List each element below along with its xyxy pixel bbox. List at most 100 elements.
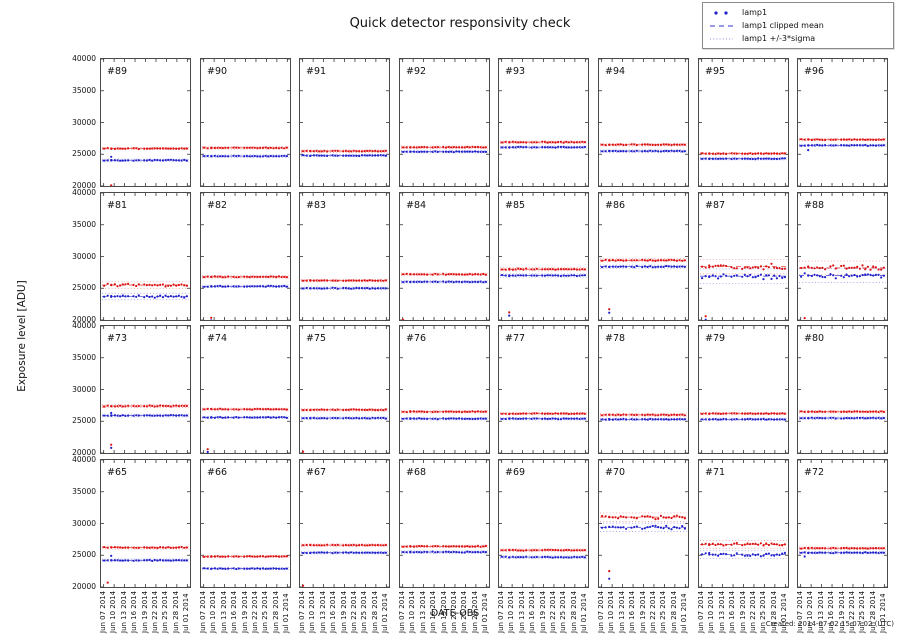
y-tick-label: 30000 xyxy=(72,518,96,528)
scatter-points-red xyxy=(501,267,586,271)
subplot-94: #94 xyxy=(598,58,689,187)
x-tick-label: Jun 16 2014 xyxy=(329,590,338,633)
subplot-90: #90 xyxy=(200,58,291,187)
scatter-points-red xyxy=(601,413,686,417)
x-tick-label: Jun 07 2014 xyxy=(696,590,705,633)
panel-id-label: #72 xyxy=(804,467,824,478)
tick-marks xyxy=(400,460,489,587)
scatter-points-red xyxy=(701,541,786,547)
blue-stat-lines xyxy=(700,268,787,284)
x-tick-label: Jun 19 2014 xyxy=(538,590,547,633)
dashed-line-symbol-icon xyxy=(710,24,733,27)
x-tick-label: Jun 16 2014 xyxy=(728,590,737,633)
scatter-points-red xyxy=(701,152,786,156)
subplot-81: #81 xyxy=(100,192,191,321)
x-tick-label: Jun 19 2014 xyxy=(439,590,448,633)
scatter-points-red xyxy=(601,514,686,521)
scatter-points-red xyxy=(800,546,885,550)
legend-entry-dotted: lamp1 +/-3*sigma xyxy=(707,32,887,45)
tick-marks xyxy=(201,326,290,453)
outlier-points xyxy=(608,570,611,580)
legend-entry-points: lamp1 xyxy=(707,6,887,19)
scatter-points-red xyxy=(402,272,487,276)
scatter-points-red xyxy=(203,555,288,558)
legend-box: lamp1 lamp1 clipped mean lamp1 +/-3*sigm… xyxy=(702,2,894,49)
tick-marks xyxy=(499,460,588,587)
scatter-points-blue xyxy=(203,415,288,419)
x-tick-label: Jun 13 2014 xyxy=(517,590,526,633)
x-tick-label: Jun 19 2014 xyxy=(638,590,647,633)
x-tick-label: Jun 16 2014 xyxy=(528,590,537,633)
x-tick-label: Jun 13 2014 xyxy=(717,590,726,633)
subplot-78: #78 xyxy=(598,325,689,454)
x-tick-label: Jun 28 2014 xyxy=(569,590,578,633)
scatter-points-red xyxy=(601,258,686,262)
scatter-points-blue xyxy=(501,417,586,421)
subplot-76: #76 xyxy=(399,325,490,454)
x-tick-label: Jun 25 2014 xyxy=(559,590,568,633)
x-tick-label: Jun 25 2014 xyxy=(659,590,668,633)
x-tick-label: Jun 28 2014 xyxy=(769,590,778,633)
scatter-points-blue xyxy=(601,264,686,269)
red-stat-lines xyxy=(401,145,488,149)
y-tick-label: 25000 xyxy=(72,416,96,426)
scatter-points-blue xyxy=(203,567,288,571)
panel-id-label: #86 xyxy=(605,200,625,211)
subplot-89: #89 xyxy=(100,58,191,187)
x-tick-label: Jun 07 2014 xyxy=(596,590,605,633)
scatter-points-red xyxy=(203,146,288,150)
panel-id-label: #69 xyxy=(505,467,525,478)
tick-marks xyxy=(300,460,389,587)
scatter-points-red xyxy=(103,147,188,151)
created-timestamp: Created: 2014-07-02 15:07:02 (UTC) xyxy=(765,620,894,628)
scatter-points-red xyxy=(501,548,586,552)
subplot-79: #79 xyxy=(698,325,789,454)
x-tick-label: Jun 07 2014 xyxy=(795,590,804,633)
panel-id-label: #93 xyxy=(505,66,525,77)
tick-marks xyxy=(201,59,290,186)
panel-id-label: #66 xyxy=(207,467,227,478)
subplot-74: #74 xyxy=(200,325,291,454)
scatter-points-blue xyxy=(103,558,188,562)
tick-marks xyxy=(499,326,588,453)
subplot-72: #72 xyxy=(797,459,888,588)
y-tick-label: 20000 xyxy=(72,315,96,324)
subplot-85: #85 xyxy=(498,192,589,321)
x-tick-label: Jun 28 2014 xyxy=(868,590,877,633)
tick-marks xyxy=(699,193,788,320)
red-stat-lines xyxy=(600,258,687,263)
x-tick-label: Jun 13 2014 xyxy=(617,590,626,633)
y-tick-label: 30000 xyxy=(72,251,96,261)
scatter-points-blue xyxy=(501,145,586,149)
outlier-points xyxy=(106,554,113,584)
x-tick-label: Jun 22 2014 xyxy=(449,590,458,633)
y-tick-label: 30000 xyxy=(72,117,96,127)
scatter-points-blue xyxy=(402,550,487,554)
subplot-93: #93 xyxy=(498,58,589,187)
red-stat-lines xyxy=(700,259,787,275)
subplot-65: #65 xyxy=(100,459,191,588)
legend-label: lamp1 xyxy=(742,8,768,17)
tick-marks xyxy=(201,193,290,320)
x-tick-label: Jun 28 2014 xyxy=(271,590,280,633)
panel-id-label: #84 xyxy=(406,200,426,211)
subplot-69: #69 xyxy=(498,459,589,588)
red-stat-lines xyxy=(102,281,189,289)
panel-id-label: #73 xyxy=(107,333,127,344)
y-tick-label: 40000 xyxy=(72,54,96,63)
scatter-points-blue xyxy=(302,551,387,555)
tick-marks xyxy=(798,326,887,453)
scatter-points-blue xyxy=(103,294,188,299)
scatter-points-blue xyxy=(800,272,885,280)
panel-id-label: #92 xyxy=(406,66,426,77)
panel-id-label: #78 xyxy=(605,333,625,344)
tick-marks xyxy=(499,59,588,186)
subplot-84: #84 xyxy=(399,192,490,321)
chart-title: Quick detector responsivity check xyxy=(349,16,571,31)
legend-label: lamp1 clipped mean xyxy=(742,21,824,30)
tick-marks xyxy=(599,460,688,587)
x-tick-label: Jun 22 2014 xyxy=(648,590,657,633)
x-tick-label: Jul 01 2014 xyxy=(879,593,888,633)
panel-id-label: #65 xyxy=(107,467,127,478)
x-tick-label: Jun 16 2014 xyxy=(230,590,239,633)
